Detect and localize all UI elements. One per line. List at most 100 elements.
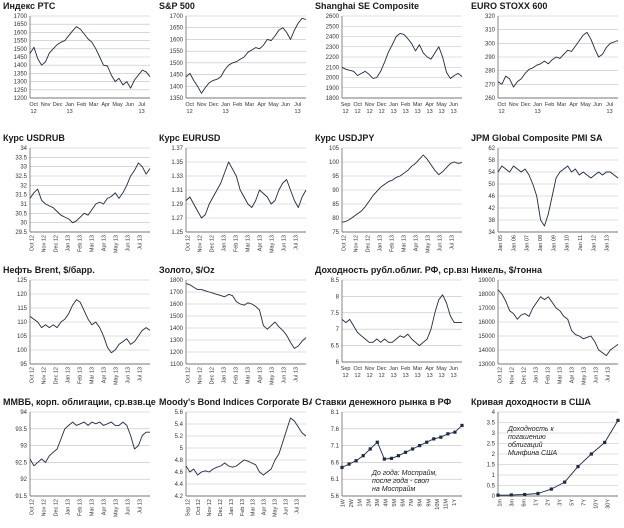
x-tick-label: Jan 13	[66, 367, 72, 384]
series-line	[497, 289, 619, 357]
y-tick-label: 6.1	[331, 477, 340, 483]
annotation-line: после года - своп	[372, 478, 430, 485]
y-tick-label: 4.2	[175, 494, 184, 500]
y-tick-label: 1300	[14, 80, 28, 86]
x-tick-label: Jun 13	[282, 367, 288, 384]
y-tick-label: 1.29	[171, 202, 183, 208]
y-tick-label: 7	[336, 327, 340, 333]
chart-title: S&P 500	[159, 1, 195, 11]
y-tick-label: 5.4	[175, 422, 184, 428]
series-line	[185, 417, 307, 476]
x-tick-label: Oct 12	[498, 367, 504, 383]
chart-svg-moodys: 4.2 4.4 4.6 4.8 5 5.2 5.4 5.6 Sep 12 Oct 12 Nov 12…	[175, 410, 307, 517]
series-line	[29, 299, 151, 354]
x-tick-label-year: 13	[415, 109, 421, 115]
x-tick-label: Jul 13	[294, 235, 300, 250]
y-tick-label: 30.5	[15, 211, 27, 217]
x-tick-label: Jun 13	[126, 235, 132, 252]
y-tick-label: 6	[336, 360, 340, 366]
x-tick-label: 1Y	[452, 499, 458, 506]
chart-svg-nickel: 13000 14000 15000 16000 17000 18000 19000 Oct 1…	[478, 278, 619, 385]
x-tick-label: Apr 13	[414, 235, 420, 251]
chart-panel-shanghai: Shanghai SE Composite 1800 1900 2000 2100 220…	[312, 0, 468, 132]
x-tick-label: Sep 12	[185, 499, 191, 516]
x-tick-label: Feb	[545, 102, 554, 108]
y-tick-label: 54	[488, 170, 495, 176]
data-point	[460, 423, 464, 428]
x-tick-label: 3m	[510, 499, 516, 507]
x-tick-label: Jul 13	[138, 499, 144, 514]
chart-panel-usdjpy: Курс USDJPY 75 80 85 90 95 100 105 Oct 12 Nov 12 D…	[312, 132, 468, 264]
x-tick-label: Nov 12	[510, 367, 516, 384]
y-tick-label: 1.35	[171, 160, 183, 166]
x-tick-label-year: 13	[535, 109, 541, 115]
x-tick-label: Jan 13	[222, 235, 228, 252]
x-tick-label: Jul 13	[294, 367, 300, 382]
x-tick-label: Apr	[569, 102, 578, 108]
chart-svg-shanghai: 180019002000210022002300240025002600Sep1…	[326, 14, 463, 115]
y-tick-label: 1500	[170, 314, 184, 320]
x-tick-label: Feb 13	[546, 367, 552, 384]
x-tick-label: Jun	[449, 102, 458, 108]
data-point	[496, 493, 500, 497]
y-tick-label: 2200	[326, 55, 340, 61]
chart-svg-moneyrates: 5.6 6.1 6.6 7.1 7.6 8.1 1W 2W 1M 2M 3M 4M 5M 6M 7M 8M 9M…	[331, 410, 464, 510]
x-tick-label: Feb 13	[390, 235, 396, 252]
x-tick-label: Jan 06	[511, 235, 517, 252]
x-tick-label: Jun 13	[438, 235, 444, 252]
chart-svg-jpmpmi: 34 38 42 46 50 54 58 62 Jan 05 Jan 06 Jan 07 Jan 08…	[488, 146, 619, 252]
y-tick-label: 1600	[14, 30, 28, 36]
y-tick-label: 32.5	[15, 174, 27, 180]
y-tick-label: 1200	[170, 350, 184, 356]
x-tick-label: Dec 12	[54, 499, 60, 516]
x-tick-label: Nov 12	[354, 235, 360, 252]
y-tick-label: 4.4	[175, 482, 184, 488]
x-tick-label: Jan 13	[534, 367, 540, 384]
y-tick-label: 6.6	[331, 460, 340, 466]
x-tick-label: May 13	[426, 235, 432, 253]
chart-panel-usdrub: Курс USDRUB 29.5 30 30.5 31 31.5 32 32.5 33 33.5 3…	[0, 132, 156, 264]
chart-title: Никель, $/тонна	[471, 265, 542, 275]
data-point	[368, 447, 372, 451]
chart-title: Курс EURUSD	[159, 133, 221, 143]
y-tick-label: 1.25	[171, 230, 183, 236]
y-tick-label: 100	[17, 348, 28, 354]
y-tick-label: 31.5	[15, 193, 27, 199]
series-line	[341, 294, 462, 347]
y-tick-label: 1600	[170, 37, 184, 43]
x-tick-label: Mar	[413, 366, 423, 372]
data-point	[616, 418, 620, 422]
y-tick-label: 7.1	[331, 444, 340, 450]
x-tick-label: Jun 13	[594, 367, 600, 384]
x-tick-label-year: 13	[403, 109, 409, 115]
chart-svg-usdjpy: 75 80 85 90 95 100 105 Oct 12 Nov 12 Dec 12 Jan 13…	[329, 146, 463, 253]
x-tick-label: May	[112, 102, 123, 108]
chart-title: Золото, $/Oz	[159, 265, 215, 275]
y-tick-label: 7.6	[331, 427, 340, 433]
x-tick-label: Dec	[53, 102, 63, 108]
x-tick-label: Feb 13	[78, 499, 84, 516]
y-tick-label: 1500	[14, 47, 28, 53]
y-tick-label: 260	[485, 96, 496, 102]
y-tick-label: 1350	[14, 71, 28, 77]
y-tick-label: 5.6	[175, 410, 184, 416]
chart-svg-ofz: 66.577.588.5Sep12Oct12Nov12Dec12Jan13Feb…	[331, 278, 462, 379]
x-tick-label: Jan 10	[565, 235, 571, 252]
x-tick-label: Sep	[341, 366, 351, 372]
data-point	[589, 452, 593, 456]
chart-panel-eurostoxx: EURO STOXX 600 260 270 280 290 300 310 320 Oct 12…	[468, 0, 624, 132]
x-tick-label: 11M	[443, 499, 449, 510]
chart-title: Доходность рубл.облиг. РФ, ср.взвеш., %	[315, 265, 468, 275]
x-tick-label: May 13	[270, 235, 276, 253]
y-tick-label: 93.5	[15, 427, 27, 433]
x-tick-label-year: 13	[439, 373, 445, 379]
series-line	[341, 425, 463, 468]
y-tick-label: 1800	[170, 278, 184, 284]
annotation-line: Доходность к	[508, 426, 554, 433]
y-tick-label: 8	[336, 294, 340, 300]
y-tick-label: 1650	[14, 22, 28, 28]
chart-panel-rts: Индекс РТС 1200 1250 1300 1350 1400 1450 1500 15…	[0, 0, 156, 132]
y-tick-label: 85	[332, 202, 339, 208]
y-tick-label: 18000	[478, 292, 495, 298]
